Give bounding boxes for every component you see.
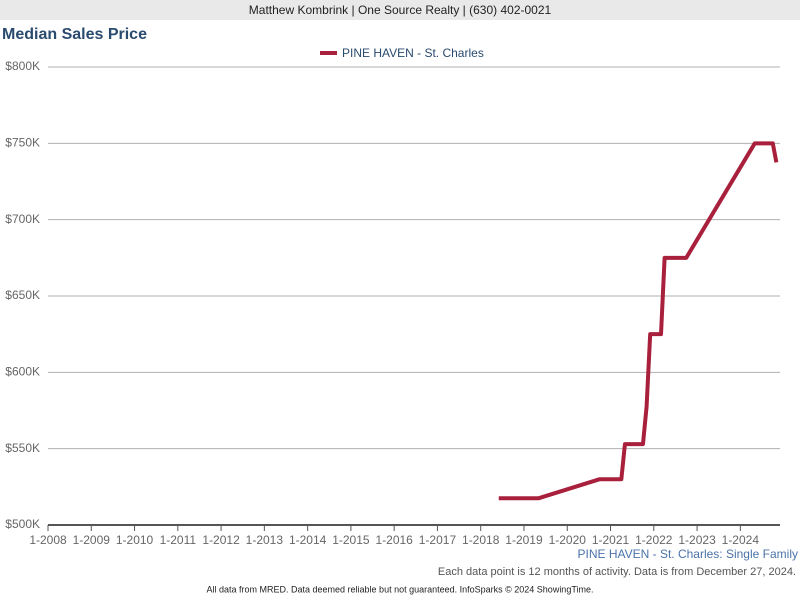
line-series	[498, 141, 779, 501]
x-tick-label: 1-2019	[505, 533, 543, 547]
x-tick-label: 1-2008	[29, 533, 67, 547]
header-text: Matthew Kombrink | One Source Realty | (…	[249, 3, 552, 17]
x-tick-label: 1-2020	[549, 533, 587, 547]
y-tick-label: $600K	[5, 365, 40, 379]
x-tick-label: 1-2022	[635, 533, 673, 547]
x-tick-label: 1-2017	[419, 533, 457, 547]
x-tick-label: 1-2015	[332, 533, 370, 547]
y-tick-label: $650K	[5, 288, 40, 302]
y-tick-label: $750K	[5, 136, 40, 150]
x-tick-label: 1-2011	[160, 533, 197, 547]
chart-title: Median Sales Price	[2, 26, 147, 43]
chart-subtitle: PINE HAVEN - St. Charles: Single Family	[577, 547, 798, 561]
y-tick-label: $550K	[5, 441, 40, 455]
footer: All data from MRED. Data deemed reliable…	[206, 584, 593, 594]
y-tick-label: $500K	[5, 517, 40, 531]
y-tick-label: $700K	[5, 212, 40, 226]
x-tick-label: 1-2018	[462, 533, 500, 547]
header-bar	[0, 0, 800, 20]
legend-label: PINE HAVEN - St. Charles	[342, 46, 484, 60]
x-tick-label: 1-2012	[202, 533, 240, 547]
x-tick-label: 1-2010	[116, 533, 154, 547]
x-tick-label: 1-2021	[592, 533, 630, 547]
x-tick-label: 1-2024	[722, 533, 760, 547]
x-tick-label: 1-2009	[73, 533, 111, 547]
x-tick-label: 1-2023	[678, 533, 716, 547]
chart-note: Each data point is 12 months of activity…	[438, 566, 796, 578]
x-tick-label: 1-2016	[375, 533, 413, 547]
x-tick-label: 1-2014	[289, 533, 327, 547]
x-tick-label: 1-2013	[246, 533, 284, 547]
y-tick-label: $800K	[5, 59, 40, 73]
